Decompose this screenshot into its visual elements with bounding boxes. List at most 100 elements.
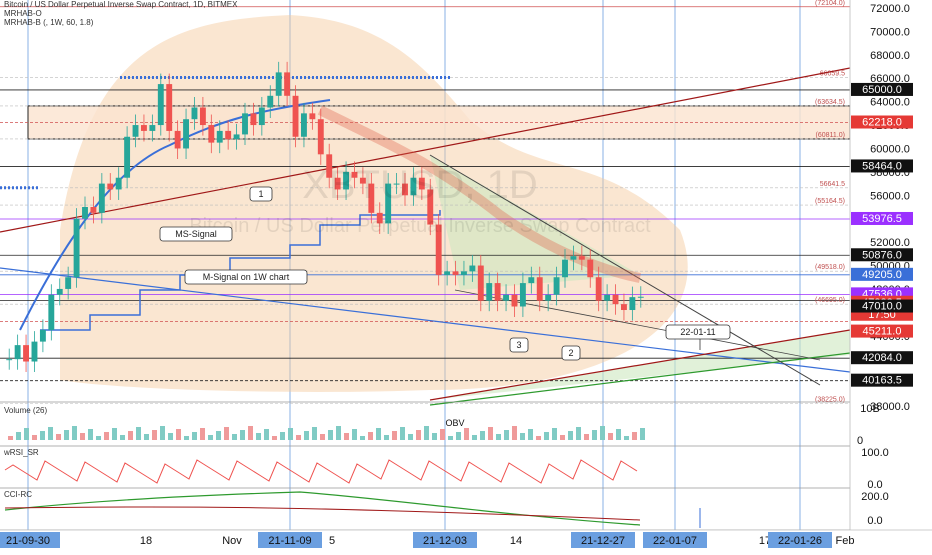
volume-bar — [208, 435, 213, 440]
price-badge-label: 40163.5 — [862, 375, 902, 387]
candle-body — [225, 130, 232, 140]
volume-bar — [592, 430, 597, 440]
volume-bar — [128, 431, 133, 440]
volume-bar — [280, 432, 285, 440]
level-label: (55164.5) — [815, 198, 845, 205]
volume-bar — [168, 433, 173, 440]
time-axis-label: 21-12-27 — [581, 535, 625, 547]
level-label: (72104.0) — [815, 0, 845, 7]
candle-body — [477, 265, 484, 301]
volume-bar — [160, 426, 165, 440]
candle-body — [149, 125, 156, 131]
volume-bar — [104, 432, 109, 440]
indicator-mrhab-o[interactable]: MRHAB-O — [4, 9, 42, 18]
volume-pane-title[interactable]: Volume (26) — [4, 406, 48, 415]
volume-bar — [96, 436, 101, 440]
volume-bar — [568, 431, 573, 440]
volume-bar — [528, 429, 533, 440]
price-badge-label: 47010.0 — [862, 301, 902, 313]
volume-bar — [352, 429, 357, 440]
price-badge — [851, 159, 913, 173]
ma-ribbon-red — [317, 105, 641, 283]
candle-body — [435, 224, 442, 275]
candle-body — [141, 125, 147, 131]
volume-bar — [424, 426, 429, 440]
wrsi-line — [4, 459, 638, 484]
volume-bar — [536, 436, 541, 440]
candle-body — [107, 183, 114, 190]
candle-body — [418, 177, 425, 190]
candle-body — [39, 329, 46, 342]
wrsi-axis-label: 0.0 — [867, 479, 882, 491]
candle-body — [124, 136, 131, 178]
candle-body — [326, 154, 333, 178]
obv-label: OBV — [445, 418, 464, 428]
price-badge-label: 45211.0 — [863, 326, 902, 338]
price-badge-label: 58464.0 — [862, 160, 902, 172]
candle-body — [461, 271, 467, 275]
candle-body — [334, 177, 341, 190]
volume-bar — [112, 428, 117, 440]
candle-body — [242, 113, 248, 135]
price-tick-label: 70000.0 — [870, 26, 910, 38]
price-tick-label: 38000.0 — [870, 401, 910, 413]
candle-body — [191, 107, 198, 120]
indicator-mrhab-b[interactable]: MRHAB-B (, 1W, 60, 1.8) — [4, 18, 94, 27]
volume-bar — [400, 427, 405, 440]
volume-bar — [456, 432, 461, 440]
candle-body — [292, 95, 299, 137]
candle-body — [275, 72, 282, 96]
level-label: (38225.0) — [815, 396, 845, 403]
volume-bar — [152, 430, 157, 440]
level-label: (49518.0) — [815, 264, 845, 271]
volume-bar — [608, 433, 613, 440]
volume-bar — [88, 429, 93, 440]
time-axis-label: 22-01-07 — [653, 535, 697, 547]
price-badge-label: 50876.0 — [862, 249, 902, 261]
candle-body — [612, 294, 619, 305]
volume-bar — [368, 432, 373, 440]
volume-bar — [144, 434, 149, 440]
time-axis-label: 21-12-03 — [423, 535, 467, 547]
volume-bar — [464, 428, 469, 440]
volume-bar — [360, 436, 365, 440]
time-axis-label: 18 — [140, 535, 152, 547]
time-axis-label: 14 — [510, 535, 522, 547]
volume-bar — [176, 429, 181, 440]
support-trendline — [429, 329, 851, 401]
candle-body — [132, 125, 139, 137]
price-tick-label: 60000.0 — [870, 143, 910, 155]
wave-3-label-box — [509, 337, 529, 353]
volume-bar — [344, 433, 349, 440]
candle-body — [82, 207, 88, 219]
wave-1-label-box — [249, 186, 273, 202]
candle-body — [553, 277, 560, 295]
cci-pane-title[interactable]: CCI-RC — [4, 490, 32, 499]
wave-3-label: 3 — [516, 340, 521, 350]
volume-bar — [264, 429, 269, 440]
time-axis-label: 21-11-09 — [268, 535, 311, 547]
volume-bar — [136, 427, 141, 440]
wrsi-pane-title[interactable]: wRSI_SR — [4, 448, 39, 457]
volume-bar — [120, 435, 125, 440]
volume-bar — [544, 432, 549, 440]
candle-body — [183, 119, 189, 149]
candle-body — [402, 183, 408, 196]
candle-body — [621, 304, 627, 311]
symbol-line[interactable]: Bitcoin / US Dollar Perpetual Inverse Sw… — [4, 0, 238, 9]
time-axis-highlight — [768, 532, 832, 548]
price-badge — [851, 299, 913, 313]
time-axis-label: Nov — [222, 535, 242, 547]
volume-bar — [48, 427, 53, 440]
volume-bar — [296, 435, 301, 440]
candle-body — [511, 294, 518, 307]
price-tick-label: 68000.0 — [870, 50, 910, 62]
price-badge — [851, 351, 913, 365]
volume-bar — [392, 431, 397, 440]
price-badge — [851, 82, 913, 96]
volume-bar — [552, 428, 557, 440]
candle-body — [6, 359, 13, 361]
candle-body — [359, 177, 366, 184]
